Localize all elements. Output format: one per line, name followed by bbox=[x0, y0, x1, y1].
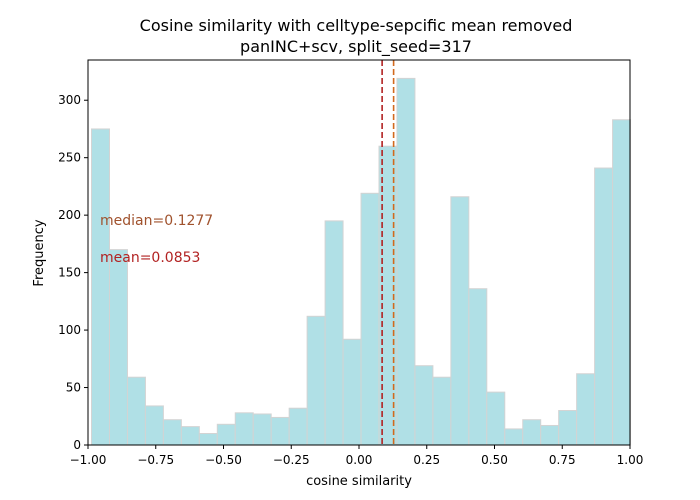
histogram-bar bbox=[360, 192, 380, 446]
histogram-bar bbox=[432, 376, 452, 446]
histogram-bar bbox=[414, 365, 434, 446]
x-tick-label: 0.75 bbox=[549, 453, 576, 467]
x-axis-label: cosine similarity bbox=[306, 474, 412, 489]
y-tick-label: 150 bbox=[58, 266, 81, 280]
histogram-bar bbox=[540, 424, 560, 446]
y-tick-label: 200 bbox=[58, 208, 81, 222]
histogram-bar bbox=[504, 428, 524, 446]
histogram-bar bbox=[396, 77, 416, 446]
x-tick-label: 0.50 bbox=[481, 453, 508, 467]
histogram-bars bbox=[91, 77, 632, 446]
histogram-bar bbox=[342, 338, 362, 446]
histogram-bar bbox=[324, 220, 344, 446]
histogram-bar bbox=[486, 391, 506, 446]
x-tick-label: 1.00 bbox=[617, 453, 644, 467]
x-tick-label: 0.25 bbox=[413, 453, 440, 467]
histogram-bar bbox=[234, 412, 254, 446]
x-tick-label: −0.50 bbox=[205, 453, 242, 467]
x-tick-label: −1.00 bbox=[70, 453, 107, 467]
histogram-bar bbox=[180, 426, 200, 446]
histogram-bar bbox=[558, 410, 578, 446]
histogram-bar bbox=[306, 315, 326, 446]
histogram-bar bbox=[522, 419, 542, 446]
mean-annotation: mean=0.0853 bbox=[100, 250, 200, 266]
histogram-bar bbox=[162, 419, 182, 446]
chart-subtitle: panINC+scv, split_seed=317 bbox=[240, 37, 472, 57]
histogram-bar bbox=[612, 119, 632, 446]
histogram-bar bbox=[594, 167, 614, 446]
y-tick-label: 250 bbox=[58, 151, 81, 165]
x-tick-label: 0.00 bbox=[346, 453, 373, 467]
reference-lines bbox=[381, 60, 395, 445]
y-tick-label: 300 bbox=[58, 93, 81, 107]
chart-title: Cosine similarity with celltype-sepcific… bbox=[140, 16, 573, 35]
median-annotation: median=0.1277 bbox=[100, 213, 213, 229]
histogram-bar bbox=[144, 405, 164, 446]
histogram-bar bbox=[288, 407, 308, 446]
y-tick-label: 0 bbox=[73, 438, 81, 452]
histogram-bar bbox=[576, 373, 596, 446]
y-axis-label: Frequency bbox=[32, 219, 47, 286]
histogram-bar bbox=[468, 288, 488, 446]
histogram-bar bbox=[126, 376, 146, 446]
histogram-bar bbox=[450, 196, 470, 446]
histogram-bar bbox=[108, 249, 128, 446]
y-tick-label: 50 bbox=[66, 381, 81, 395]
histogram-bar bbox=[252, 413, 272, 446]
x-tick-label: −0.25 bbox=[273, 453, 310, 467]
x-tick-label: −0.75 bbox=[137, 453, 174, 467]
y-tick-label: 100 bbox=[58, 323, 81, 337]
histogram-bar bbox=[216, 423, 236, 446]
x-axis-ticks: −1.00 −0.75 −0.50 −0.25 0.00 0.25 0.50 0.75 1.00 bbox=[70, 445, 644, 467]
histogram-bar bbox=[91, 128, 110, 446]
histogram-bar bbox=[270, 416, 290, 446]
histogram-bar bbox=[198, 433, 218, 446]
y-axis-ticks: 0 50 100 150 200 250 300 bbox=[58, 93, 88, 452]
